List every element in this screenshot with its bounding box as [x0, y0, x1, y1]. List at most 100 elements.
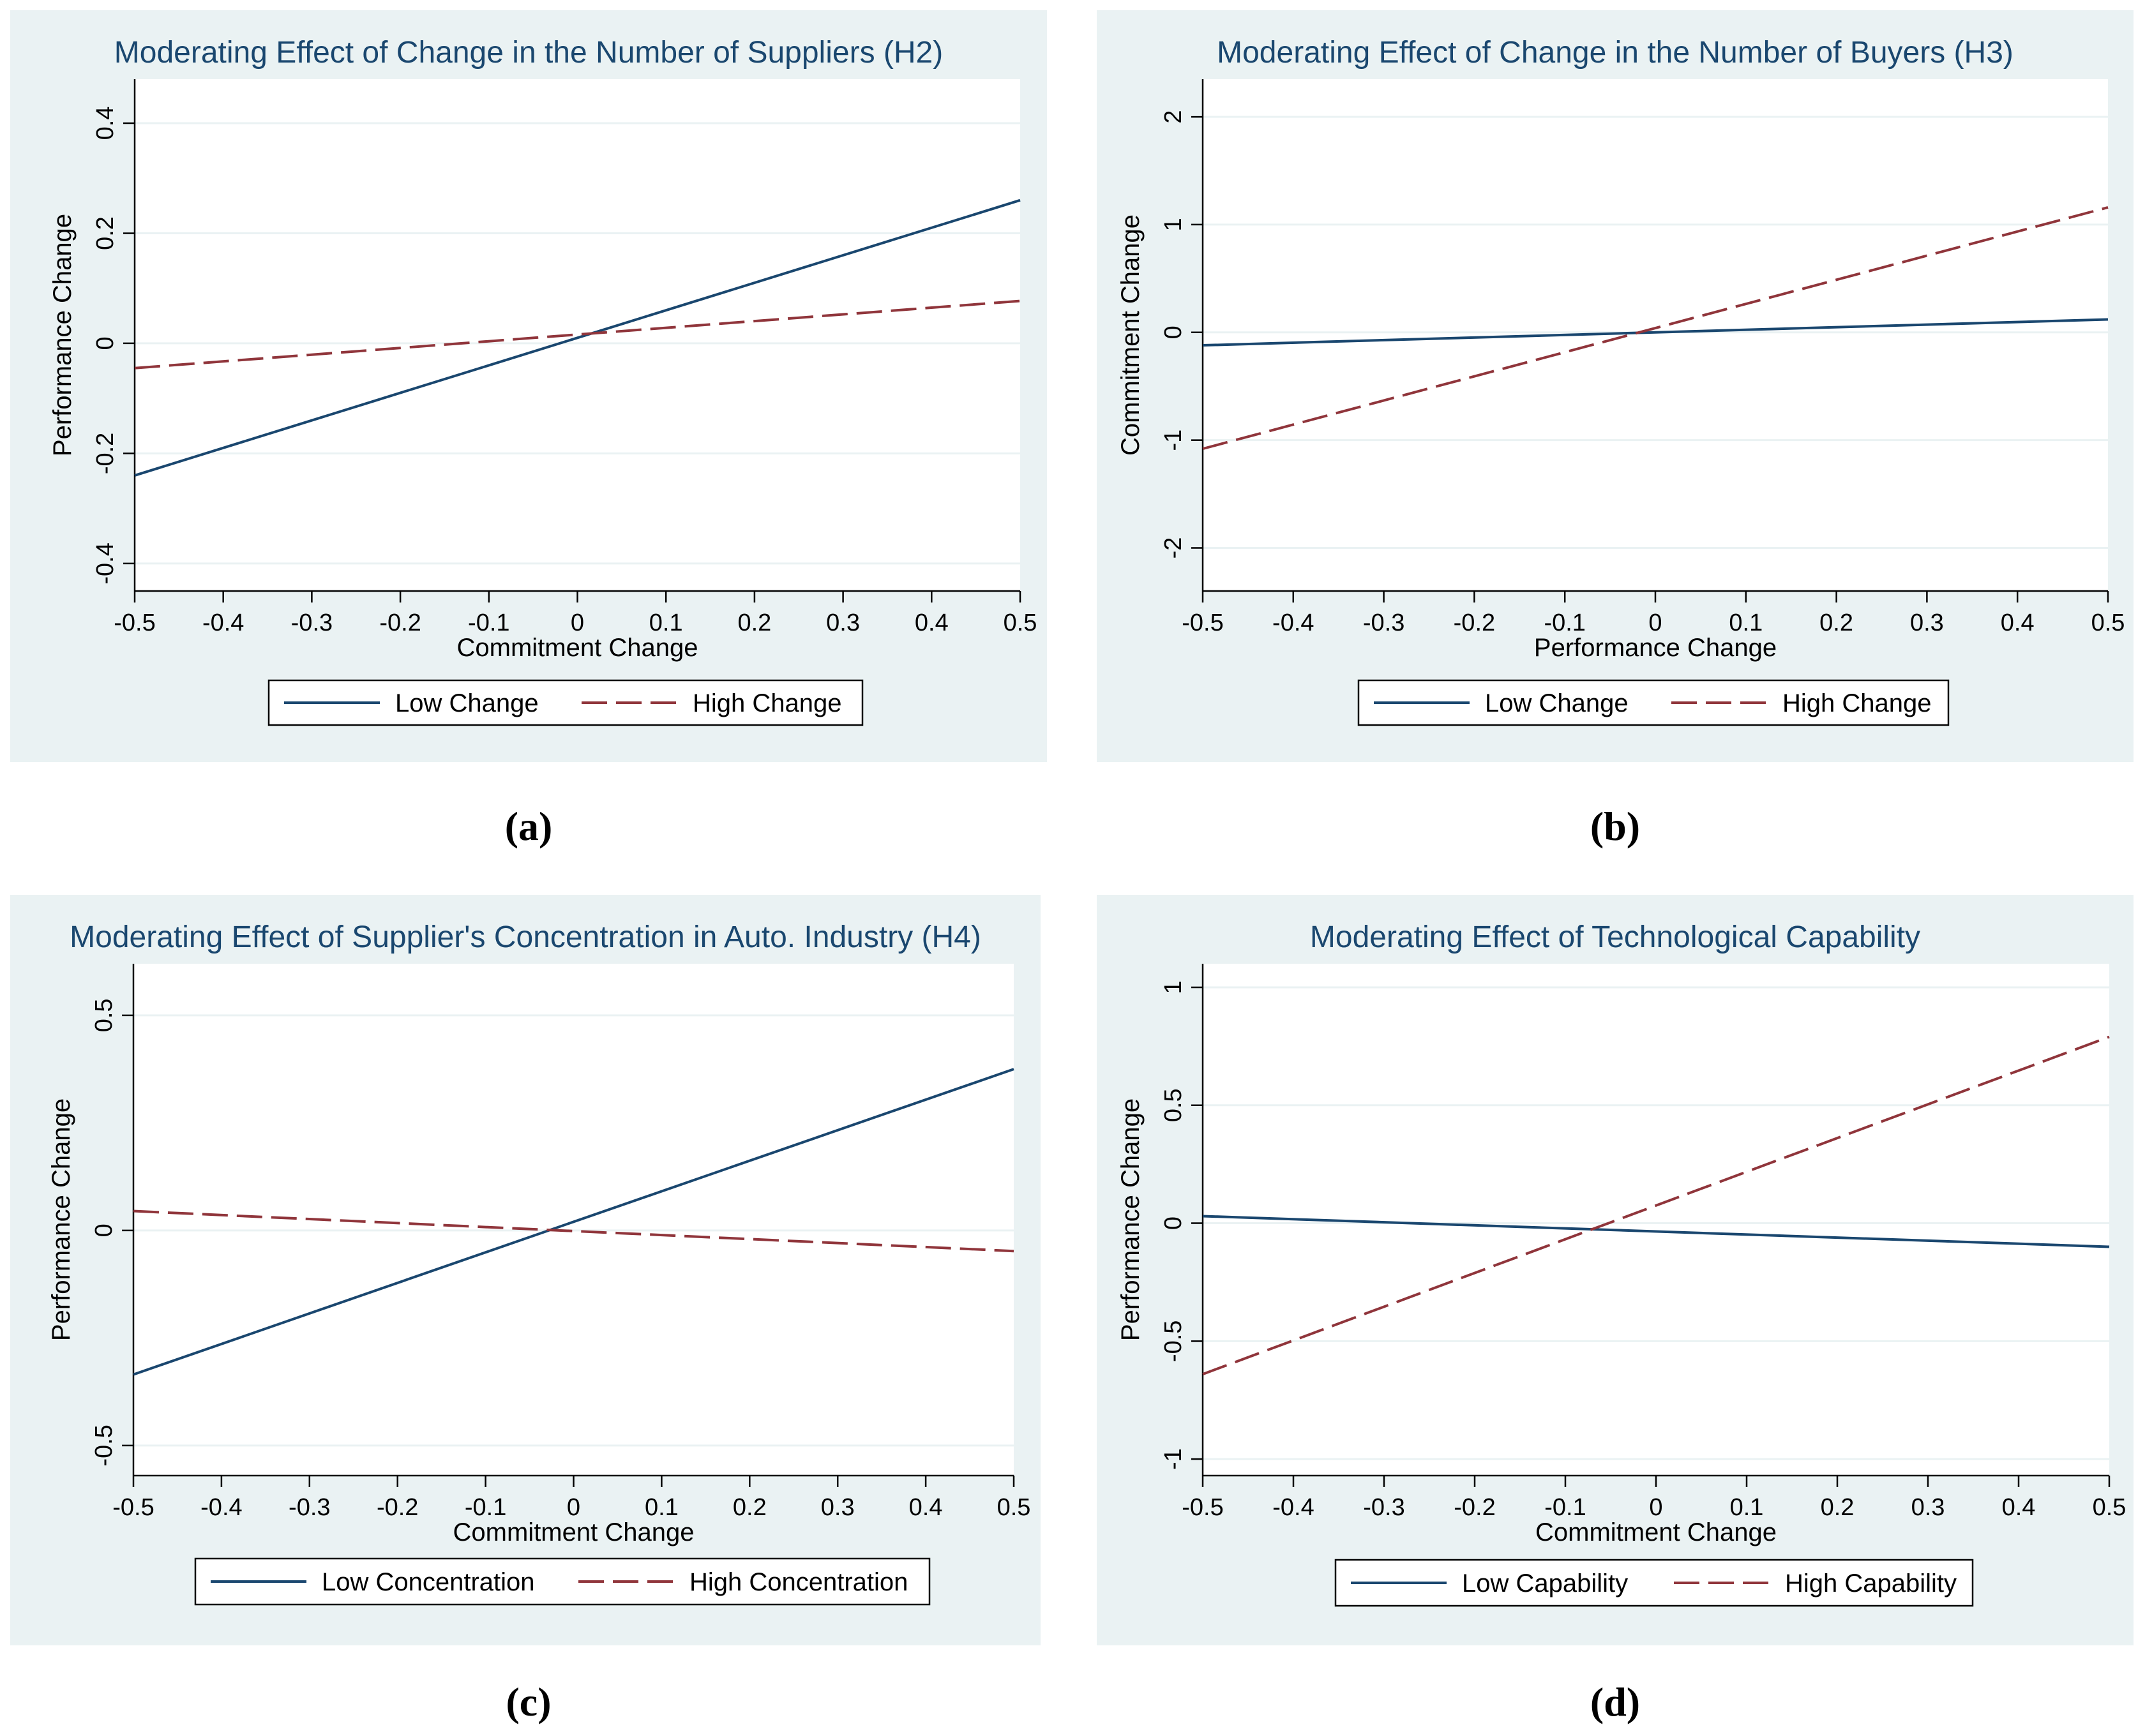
- x-tick-label: 0: [1648, 610, 1662, 636]
- y-axis-label: Performance Change: [49, 214, 77, 456]
- y-tick-label: 1: [1160, 218, 1187, 231]
- high-series-line: [133, 1209, 1014, 1253]
- x-tick-label: -0.2: [1454, 1494, 1495, 1521]
- legend-label-high: High Change: [1782, 689, 1932, 717]
- x-tick-label: 0.3: [821, 1494, 855, 1521]
- chart-title: Moderating Effect of Supplier's Concentr…: [70, 920, 981, 954]
- y-tick-label: -2: [1160, 537, 1187, 559]
- y-axis-label: Commitment Change: [1117, 214, 1145, 456]
- x-tick-label: 0.4: [2001, 610, 2035, 636]
- x-tick-label: 0.2: [1821, 1494, 1855, 1521]
- x-tick-label: 0.1: [649, 610, 683, 636]
- x-tick-label: -0.5: [112, 1494, 154, 1521]
- plot-area: [135, 79, 1020, 591]
- chart-a: Moderating Effect of Change in the Numbe…: [10, 10, 1047, 762]
- y-tick-label: -1: [1160, 1448, 1187, 1470]
- chart-panel-c: Moderating Effect of Supplier's Concentr…: [10, 895, 1041, 1645]
- y-tick-label: -0.4: [92, 542, 119, 584]
- caption-d: (d): [1590, 1679, 1641, 1725]
- plot-area: [1203, 964, 2109, 1476]
- y-tick-label: 0: [91, 1223, 117, 1237]
- x-tick-label: -0.4: [202, 610, 244, 636]
- low-series-line: [134, 198, 1021, 477]
- x-axis-label: Performance Change: [1534, 634, 1777, 662]
- y-tick-label: 0.5: [91, 998, 117, 1032]
- chart-panel-d: Moderating Effect of Technological Capab…: [1097, 895, 2134, 1645]
- x-tick-label: -0.4: [200, 1494, 242, 1521]
- chart-title: Moderating Effect of Technological Capab…: [1310, 920, 1920, 954]
- x-tick-label: -0.3: [1363, 1494, 1404, 1521]
- legend-box: [194, 1557, 931, 1606]
- y-tick-label: -0.5: [1160, 1321, 1187, 1362]
- x-tick-label: -0.5: [1182, 1494, 1223, 1521]
- x-tick-label: 0.5: [2091, 610, 2125, 636]
- chart-title: Moderating Effect of Change in the Numbe…: [114, 36, 943, 70]
- y-tick-label: 0: [1160, 1216, 1187, 1230]
- legend-label-high: High Change: [693, 689, 842, 717]
- low-series-line: [1202, 1215, 2110, 1248]
- x-axis-label: Commitment Change: [1535, 1518, 1777, 1546]
- chart-panel-b: Moderating Effect of Change in the Numbe…: [1097, 10, 2134, 762]
- x-tick-label: 0.1: [1730, 1494, 1764, 1521]
- x-tick-label: -0.5: [1182, 610, 1223, 636]
- legend-label-high: High Concentration: [689, 1568, 908, 1596]
- x-tick-label: 0.2: [733, 1494, 767, 1521]
- x-tick-label: -0.4: [1272, 1494, 1314, 1521]
- x-tick-label: -0.3: [1363, 610, 1404, 636]
- legend-label-low: Low Change: [1485, 689, 1629, 717]
- x-tick-label: 0.5: [997, 1494, 1031, 1521]
- x-tick-label: 0.3: [826, 610, 860, 636]
- y-tick-label: -1: [1160, 430, 1187, 451]
- y-tick-label: 0: [92, 336, 119, 350]
- x-axis-label: Commitment Change: [457, 634, 698, 662]
- x-tick-label: -0.1: [465, 1494, 506, 1521]
- x-tick-label: -0.2: [1454, 610, 1495, 636]
- caption-c: (c): [506, 1679, 552, 1725]
- high-series-line: [134, 299, 1021, 370]
- x-tick-label: 0.5: [2093, 1494, 2126, 1521]
- high-series-line: [1202, 206, 2109, 451]
- low-series-line: [133, 1068, 1014, 1376]
- chart-panel-a: Moderating Effect of Change in the Numbe…: [10, 10, 1047, 762]
- x-tick-label: 0.3: [1911, 1494, 1945, 1521]
- x-tick-label: 0.4: [2002, 1494, 2036, 1521]
- plot-area: [133, 964, 1014, 1476]
- caption-b: (b): [1590, 804, 1641, 849]
- y-axis-label: Performance Change: [47, 1098, 75, 1341]
- x-tick-label: 0.5: [1004, 610, 1037, 636]
- y-tick-label: 0.2: [92, 216, 119, 250]
- x-tick-label: -0.3: [291, 610, 333, 636]
- x-tick-label: 0.4: [915, 610, 949, 636]
- x-tick-label: -0.3: [289, 1494, 330, 1521]
- y-tick-label: -0.2: [92, 433, 119, 474]
- x-tick-label: -0.1: [468, 610, 509, 636]
- chart-d: Moderating Effect of Technological Capab…: [1097, 895, 2134, 1645]
- x-tick-label: 0.2: [737, 610, 771, 636]
- x-tick-label: 0.1: [645, 1494, 679, 1521]
- y-tick-label: -0.5: [91, 1425, 117, 1466]
- caption-a: (a): [504, 804, 553, 849]
- legend-label-low: Low Change: [395, 689, 539, 717]
- y-axis-label: Performance Change: [1117, 1098, 1145, 1341]
- chart-b: Moderating Effect of Change in the Numbe…: [1097, 10, 2134, 762]
- x-tick-label: -0.4: [1272, 610, 1314, 636]
- y-tick-label: 0.5: [1160, 1088, 1187, 1122]
- high-series-line: [1202, 1035, 2110, 1375]
- y-tick-label: 0.4: [92, 107, 119, 140]
- x-tick-label: -0.2: [379, 610, 421, 636]
- x-tick-label: 0: [571, 610, 584, 636]
- chart-c: Moderating Effect of Supplier's Concentr…: [10, 895, 1041, 1645]
- x-tick-label: 0.1: [1729, 610, 1763, 636]
- x-tick-label: 0.4: [909, 1494, 943, 1521]
- y-tick-label: 1: [1160, 980, 1187, 994]
- x-axis-label: Commitment Change: [453, 1518, 695, 1546]
- legend-label-low: Low Concentration: [322, 1568, 535, 1596]
- legend-label-low: Low Capability: [1462, 1569, 1628, 1598]
- x-tick-label: -0.1: [1544, 610, 1585, 636]
- y-tick-label: 0: [1160, 326, 1187, 339]
- x-tick-label: 0: [567, 1494, 580, 1521]
- x-tick-label: 0: [1649, 1494, 1662, 1521]
- x-tick-label: 0.3: [1910, 610, 1944, 636]
- x-tick-label: -0.2: [377, 1494, 418, 1521]
- x-tick-label: -0.1: [1544, 1494, 1586, 1521]
